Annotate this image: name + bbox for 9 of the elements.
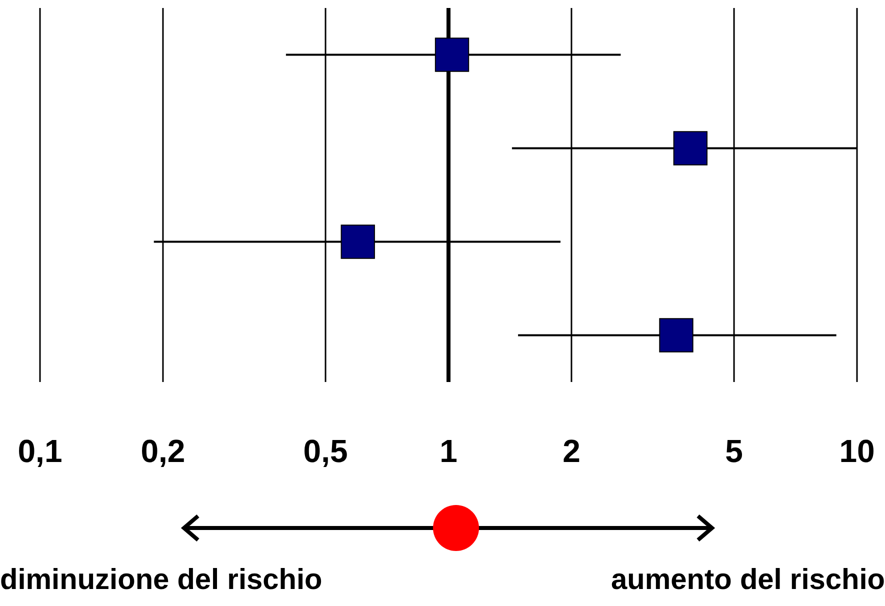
x-tick-label: 2 [562, 433, 580, 469]
x-tick-label: 0,5 [303, 433, 348, 469]
text: aumento del rischio [611, 564, 885, 597]
text: diminuzione del rischio [0, 564, 322, 597]
x-tick-label: 0,1 [18, 433, 62, 469]
x-tick-label: 10 [839, 433, 875, 469]
x-tick-label: 0,2 [140, 433, 186, 469]
x-tick-label: 1 [440, 433, 458, 469]
x-tick-label: 5 [725, 433, 743, 469]
